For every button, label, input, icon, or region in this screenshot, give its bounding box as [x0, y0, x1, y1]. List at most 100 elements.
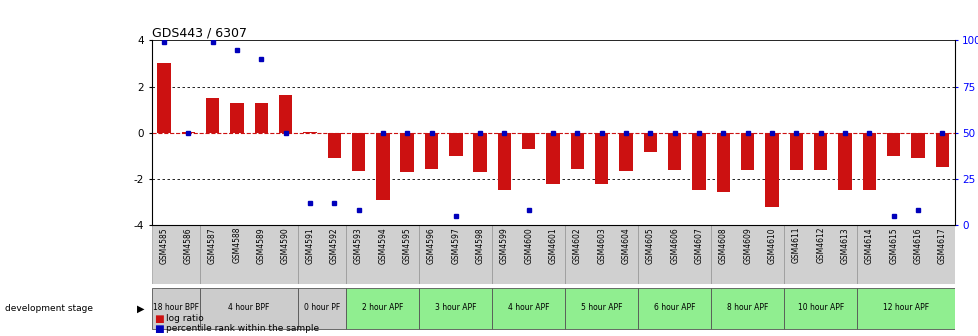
Bar: [346, 288, 419, 329]
Bar: [497, 133, 511, 191]
Bar: [935, 133, 948, 167]
Bar: [862, 133, 875, 191]
Text: 2 hour APF: 2 hour APF: [362, 303, 403, 312]
Text: GSM4605: GSM4605: [645, 227, 654, 264]
Text: GSM4612: GSM4612: [816, 227, 824, 263]
Bar: [297, 225, 346, 284]
Bar: [152, 225, 200, 284]
Text: ■: ■: [154, 313, 163, 324]
Bar: [200, 225, 297, 284]
Text: 4 hour BPF: 4 hour BPF: [228, 303, 270, 312]
Text: GSM4591: GSM4591: [305, 227, 314, 263]
Bar: [740, 133, 754, 170]
Text: GSM4611: GSM4611: [791, 227, 800, 263]
Bar: [911, 133, 924, 158]
Bar: [570, 133, 584, 169]
Bar: [152, 288, 200, 329]
Bar: [813, 133, 826, 170]
Bar: [230, 103, 244, 133]
Text: GSM4600: GSM4600: [524, 227, 533, 264]
Bar: [473, 133, 486, 172]
Bar: [644, 133, 656, 152]
Bar: [181, 132, 195, 133]
Text: GSM4602: GSM4602: [572, 227, 581, 263]
Bar: [546, 133, 559, 183]
Bar: [765, 133, 778, 207]
Text: GSM4608: GSM4608: [718, 227, 728, 263]
Text: GSM4615: GSM4615: [888, 227, 897, 263]
Bar: [449, 133, 462, 156]
Bar: [595, 133, 608, 183]
Bar: [254, 103, 268, 133]
Bar: [279, 95, 291, 133]
Bar: [783, 225, 857, 284]
Bar: [303, 132, 316, 133]
Bar: [346, 225, 419, 284]
Text: GDS443 / 6307: GDS443 / 6307: [152, 26, 246, 39]
Bar: [521, 133, 535, 149]
Text: GSM4585: GSM4585: [159, 227, 168, 263]
Text: GSM4593: GSM4593: [354, 227, 363, 264]
Bar: [638, 288, 711, 329]
Bar: [857, 225, 954, 284]
Bar: [711, 225, 783, 284]
Bar: [297, 288, 346, 329]
Text: GSM4617: GSM4617: [937, 227, 946, 263]
Text: percentile rank within the sample: percentile rank within the sample: [166, 324, 319, 333]
Text: GSM4610: GSM4610: [767, 227, 776, 263]
Text: GSM4607: GSM4607: [693, 227, 703, 264]
Text: GSM4614: GSM4614: [864, 227, 873, 263]
Bar: [419, 288, 492, 329]
Bar: [783, 288, 857, 329]
Bar: [200, 288, 297, 329]
Text: 3 hour APF: 3 hour APF: [434, 303, 476, 312]
Bar: [205, 98, 219, 133]
Text: ▶: ▶: [137, 303, 145, 313]
Text: GSM4599: GSM4599: [500, 227, 509, 264]
Text: 10 hour APF: 10 hour APF: [797, 303, 843, 312]
Text: GSM4594: GSM4594: [378, 227, 387, 264]
Text: 4 hour APF: 4 hour APF: [508, 303, 549, 312]
Text: GSM4609: GSM4609: [742, 227, 751, 264]
Text: GSM4586: GSM4586: [184, 227, 193, 263]
Bar: [419, 225, 492, 284]
Text: 18 hour BPF: 18 hour BPF: [153, 303, 199, 312]
Bar: [638, 225, 711, 284]
Text: GSM4613: GSM4613: [840, 227, 849, 263]
Bar: [619, 133, 632, 171]
Text: GSM4606: GSM4606: [670, 227, 679, 264]
Bar: [716, 133, 730, 192]
Bar: [886, 133, 900, 156]
Bar: [328, 133, 340, 158]
Bar: [711, 288, 783, 329]
Text: GSM4601: GSM4601: [548, 227, 557, 263]
Text: 0 hour PF: 0 hour PF: [303, 303, 339, 312]
Text: GSM4592: GSM4592: [330, 227, 338, 263]
Text: ■: ■: [154, 324, 163, 334]
Text: development stage: development stage: [5, 304, 93, 313]
Bar: [837, 133, 851, 191]
Text: GSM4616: GSM4616: [912, 227, 921, 263]
Text: GSM4597: GSM4597: [451, 227, 460, 264]
Text: GSM4596: GSM4596: [426, 227, 435, 264]
Bar: [351, 133, 365, 171]
Text: 12 hour APF: 12 hour APF: [882, 303, 928, 312]
Bar: [376, 133, 389, 200]
Text: GSM4598: GSM4598: [475, 227, 484, 263]
Bar: [667, 133, 681, 170]
Bar: [424, 133, 438, 169]
Bar: [857, 288, 954, 329]
Bar: [157, 64, 170, 133]
Text: GSM4590: GSM4590: [281, 227, 289, 264]
Text: 6 hour APF: 6 hour APF: [653, 303, 694, 312]
Text: log ratio: log ratio: [166, 314, 204, 323]
Bar: [492, 288, 564, 329]
Text: GSM4595: GSM4595: [402, 227, 412, 264]
Bar: [691, 133, 705, 191]
Bar: [564, 225, 638, 284]
Bar: [492, 225, 564, 284]
Bar: [564, 288, 638, 329]
Text: GSM4587: GSM4587: [208, 227, 217, 263]
Text: 5 hour APF: 5 hour APF: [581, 303, 622, 312]
Bar: [789, 133, 802, 170]
